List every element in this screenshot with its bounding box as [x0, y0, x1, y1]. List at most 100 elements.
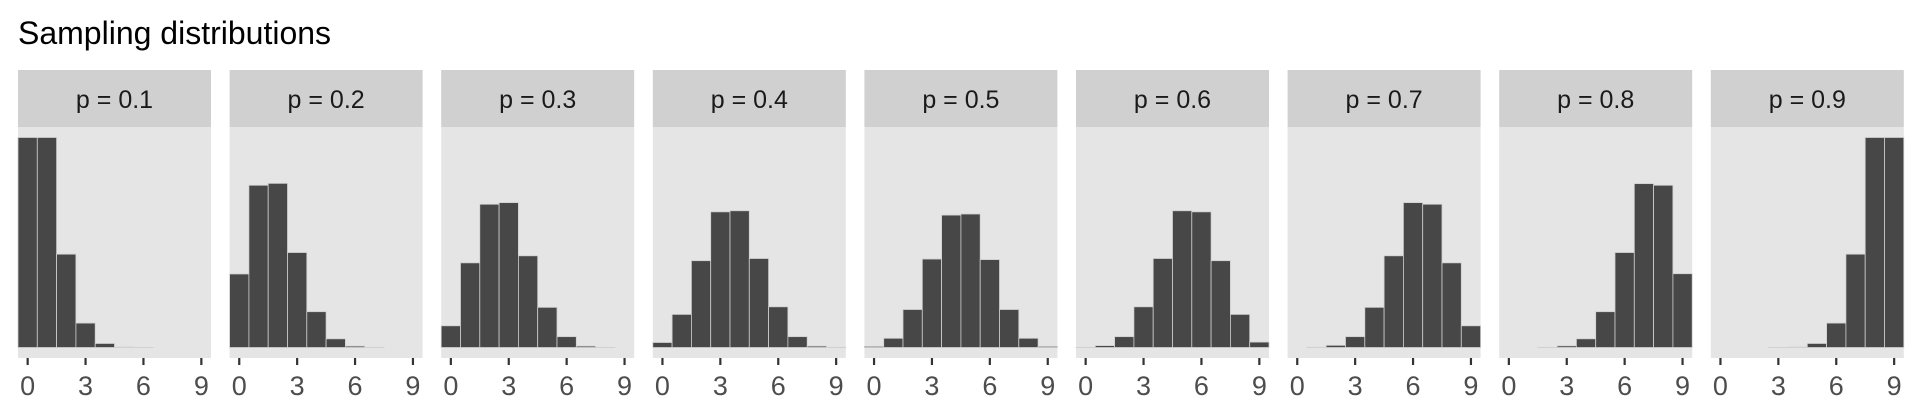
histogram-bar: [1460, 325, 1482, 348]
facet-panel: p = 0.6 0 3 6 9: [1075, 70, 1270, 401]
histogram-bar: [36, 137, 57, 348]
x-tick-label: 3: [924, 371, 939, 401]
x-tick-label: 3: [1136, 371, 1151, 401]
facet-strip: [18, 70, 211, 127]
histogram-bar: [1249, 341, 1270, 348]
histogram-bar: [1383, 255, 1404, 348]
facet-strip: [864, 70, 1058, 127]
histogram-bar: [1114, 336, 1135, 348]
histogram-bar: [1672, 273, 1693, 348]
x-tick-label: 9: [617, 371, 632, 401]
x-tick-label: 6: [982, 371, 997, 401]
facets: p = 0.1 0 3 6 9 p = 0.2 0 3 6 9 p = 0.3 0 3 6 9 p = 0.4…: [17, 70, 1905, 401]
facet-strip: [1499, 70, 1693, 127]
histogram-bar: [1653, 184, 1674, 348]
histogram-bar: [1845, 253, 1866, 348]
histogram-bar: [960, 213, 981, 348]
histogram-bar: [864, 346, 885, 348]
histogram-bar: [440, 325, 461, 348]
facet-strip-label: p = 0.4: [711, 86, 788, 114]
histogram-bar: [1345, 336, 1366, 348]
x-tick-label: 9: [829, 371, 844, 401]
x-tick-label: 9: [1463, 371, 1478, 401]
histogram-bar: [287, 252, 308, 348]
facet-strip: [1076, 70, 1269, 127]
histogram-bar: [729, 210, 750, 348]
chart-title: Sampling distributions: [18, 15, 331, 51]
facet-strip-label: p = 0.8: [1557, 86, 1634, 114]
x-tick-label: 6: [1829, 371, 1844, 401]
histogram-bar: [1633, 183, 1655, 348]
facet-strip-label: p = 0.9: [1769, 86, 1846, 114]
histogram-bar: [537, 306, 558, 348]
x-tick-label: 3: [1771, 371, 1786, 401]
histogram-bar: [921, 258, 942, 348]
histogram-bar: [883, 337, 904, 348]
x-tick-label: 9: [405, 371, 420, 401]
facet-panel: p = 0.1 0 3 6 9: [17, 70, 211, 401]
histogram-bar: [344, 345, 366, 348]
x-tick-label: 0: [443, 371, 458, 401]
histogram-bar: [902, 309, 923, 348]
facet-strip-label: p = 0.1: [76, 86, 153, 114]
histogram-bar: [1210, 260, 1231, 348]
histogram-bar: [768, 306, 789, 348]
x-tick-label: 6: [559, 371, 574, 401]
histogram-bar: [460, 262, 481, 348]
facet-strip: [441, 70, 635, 127]
x-tick-label: 6: [1617, 371, 1632, 401]
histogram-bar: [17, 137, 38, 348]
histogram-bar: [248, 184, 269, 348]
histogram-bar: [1576, 338, 1597, 348]
x-tick-label: 3: [78, 371, 93, 401]
histogram-bar: [518, 255, 539, 348]
facet-strip: [229, 70, 423, 127]
histogram-bar: [1364, 306, 1385, 348]
histogram-bar: [556, 336, 577, 348]
histogram-bar: [691, 260, 712, 348]
histogram-bar: [1172, 210, 1193, 348]
x-tick-label: 6: [771, 371, 786, 401]
histogram-bar: [1441, 262, 1462, 348]
histogram-bar: [1037, 346, 1058, 348]
facet-strip: [1287, 70, 1481, 127]
x-tick-label: 9: [1040, 371, 1055, 401]
histogram-bar: [1230, 313, 1251, 348]
histogram-bar: [748, 258, 769, 348]
histogram-bar: [652, 342, 673, 348]
x-tick-label: 9: [1252, 371, 1267, 401]
histogram-bar: [1191, 211, 1212, 348]
histogram-bar: [1595, 311, 1616, 348]
x-tick-label: 9: [194, 371, 209, 401]
x-tick-label: 6: [1406, 371, 1421, 401]
facet-strip: [652, 70, 846, 127]
facet-strip-label: p = 0.7: [1346, 86, 1423, 114]
x-tick-label: 0: [867, 371, 882, 401]
histogram-bar: [1884, 137, 1905, 348]
histogram-bar: [1152, 258, 1173, 348]
histogram-bar: [1403, 202, 1424, 348]
histogram-bar: [1422, 203, 1443, 348]
histogram-bar: [575, 345, 596, 348]
x-tick-label: 0: [1713, 371, 1728, 401]
histogram-bar: [94, 343, 115, 348]
histogram-bar: [941, 214, 962, 348]
facet-strip-label: p = 0.2: [288, 86, 365, 114]
x-tick-label: 0: [1501, 371, 1516, 401]
facet-strip-label: p = 0.3: [499, 86, 576, 114]
histogram-bar: [325, 338, 346, 348]
histogram-bar: [1094, 345, 1116, 348]
histogram-bar: [1018, 337, 1039, 348]
histogram-bar: [1864, 137, 1885, 348]
x-tick-label: 6: [136, 371, 151, 401]
histogram-bar: [75, 322, 96, 348]
x-tick-label: 6: [1194, 371, 1209, 401]
histogram-bar: [1826, 322, 1847, 348]
x-tick-label: 0: [1290, 371, 1305, 401]
facet-strip: [1710, 70, 1904, 127]
histogram-bar: [671, 313, 692, 348]
histogram-bar: [1133, 306, 1154, 348]
histogram-bar: [806, 345, 827, 348]
x-tick-label: 9: [1887, 371, 1902, 401]
